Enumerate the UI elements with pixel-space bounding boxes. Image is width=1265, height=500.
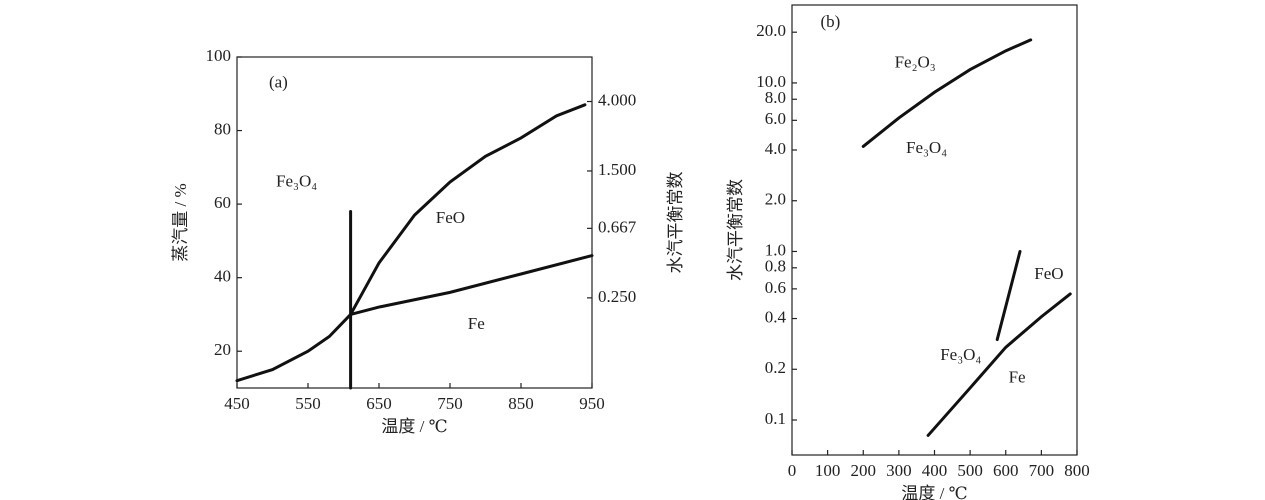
y2-axis-label: 水汽平衡常数 bbox=[666, 172, 685, 274]
y-tick-label: 0.8 bbox=[765, 257, 786, 276]
y-tick-label: 80 bbox=[214, 119, 231, 138]
annotation: Fe₃O₄ bbox=[940, 345, 981, 364]
x-tick-label: 700 bbox=[1029, 461, 1055, 480]
annotation: Fe bbox=[1009, 367, 1026, 386]
y-tick-label: 10.0 bbox=[756, 72, 786, 91]
y-tick-label: 0.2 bbox=[765, 358, 786, 377]
annotation: Fe₂O₃ bbox=[895, 52, 936, 71]
y-tick-label: 100 bbox=[206, 46, 232, 65]
y-tick-label: 20 bbox=[214, 340, 231, 359]
y2-tick-label: 0.250 bbox=[598, 287, 636, 306]
curve bbox=[349, 254, 594, 316]
curve bbox=[926, 292, 1072, 437]
curve bbox=[349, 103, 587, 316]
x-tick-label: 850 bbox=[508, 394, 534, 413]
x-axis-label: 温度 / ℃ bbox=[381, 417, 447, 436]
curve bbox=[235, 312, 353, 383]
x-tick-label: 400 bbox=[922, 461, 948, 480]
y-tick-label: 0.6 bbox=[765, 278, 786, 297]
y-tick-label: 60 bbox=[214, 193, 231, 212]
x-tick-label: 300 bbox=[886, 461, 912, 480]
annotation: FeO bbox=[436, 208, 465, 227]
x-tick-label: 0 bbox=[788, 461, 797, 480]
x-axis-label: 温度 / ℃ bbox=[901, 484, 967, 500]
x-tick-label: 100 bbox=[815, 461, 841, 480]
annotation: Fe₃O₄ bbox=[906, 138, 947, 157]
annotation: (b) bbox=[821, 12, 841, 31]
y2-tick-label: 0.667 bbox=[598, 217, 637, 236]
y-tick-label: 0.4 bbox=[765, 307, 787, 326]
annotation: FeO bbox=[1034, 264, 1063, 283]
y-tick-label: 8.0 bbox=[765, 88, 786, 107]
annotation: Fe bbox=[468, 314, 485, 333]
y-axis-label: 蒸汽量 / % bbox=[171, 183, 190, 261]
y-axis-label: 水汽平衡常数 bbox=[726, 179, 745, 281]
plot-frame bbox=[791, 4, 1078, 456]
x-tick-label: 950 bbox=[579, 394, 605, 413]
y2-tick-label: 1.500 bbox=[598, 160, 636, 179]
x-tick-label: 600 bbox=[993, 461, 1019, 480]
y2-tick-label: 4.000 bbox=[598, 90, 636, 109]
annotation: Fe₃O₄ bbox=[276, 172, 317, 191]
y-tick-label: 4.0 bbox=[765, 139, 786, 158]
x-tick-label: 750 bbox=[437, 394, 463, 413]
annotation: (a) bbox=[269, 72, 288, 91]
curve bbox=[861, 38, 1033, 148]
y-tick-label: 20.0 bbox=[756, 21, 786, 40]
x-tick-label: 800 bbox=[1064, 461, 1090, 480]
plot-frame bbox=[236, 56, 593, 389]
x-tick-label: 450 bbox=[224, 394, 250, 413]
curve bbox=[995, 249, 1022, 342]
y-tick-label: 2.0 bbox=[765, 190, 786, 209]
x-tick-label: 200 bbox=[851, 461, 877, 480]
y-tick-label: 0.1 bbox=[765, 409, 786, 428]
x-tick-label: 500 bbox=[957, 461, 983, 480]
x-tick-label: 550 bbox=[295, 394, 321, 413]
y-tick-label: 6.0 bbox=[765, 109, 786, 128]
y-tick-label: 40 bbox=[214, 267, 231, 286]
y-tick-label: 1.0 bbox=[765, 240, 786, 259]
x-tick-label: 650 bbox=[366, 394, 392, 413]
